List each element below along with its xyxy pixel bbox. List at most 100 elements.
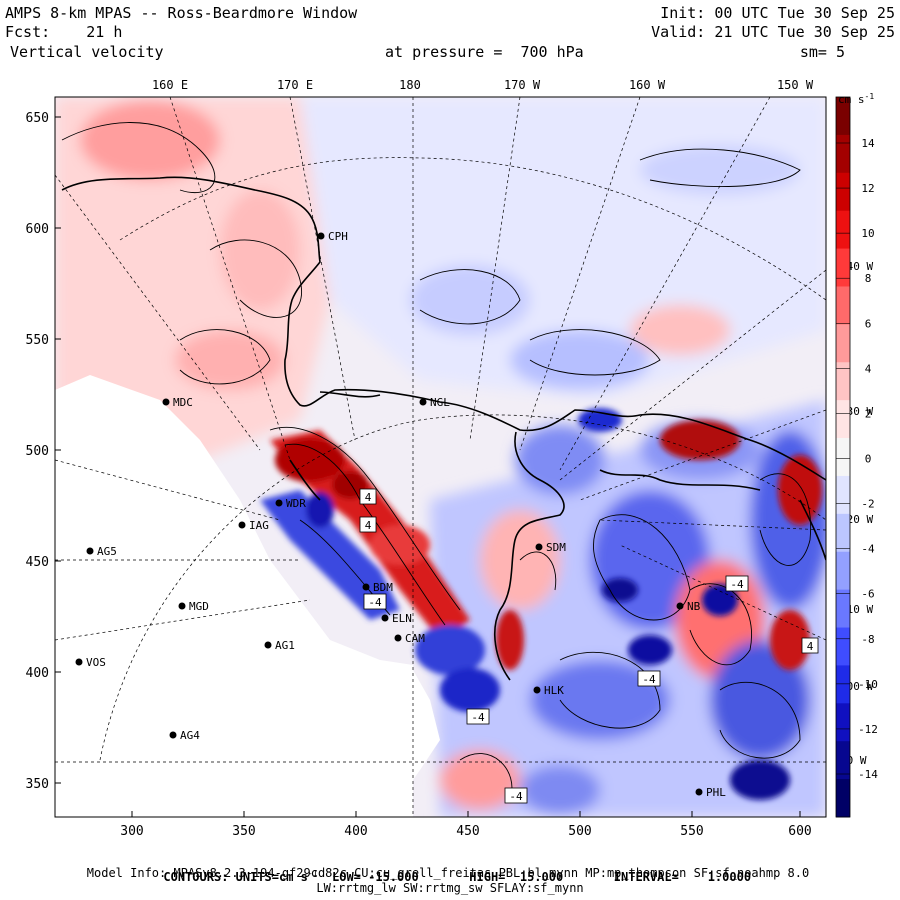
colorbar-swatch bbox=[836, 589, 850, 629]
footer-model-info: Model Info: MPASv8.2.3-194-gf29cd82c CU:… bbox=[86, 866, 810, 880]
colorbar-label: 0 bbox=[865, 453, 872, 466]
top-longitude-label: 150 W bbox=[777, 78, 814, 92]
footer-radiation-info: LW:rrtmg_lw SW:rrtmg_sw SFLAY:sf_mynn bbox=[316, 881, 584, 895]
colorbar: 14 12 10 8 6 4 2 0 -2 -4 -6 -8 -10 -12 -14 bbox=[835, 96, 878, 818]
station-marker bbox=[238, 521, 246, 529]
station-label: NGL bbox=[430, 396, 450, 409]
station-label: HLK bbox=[544, 684, 564, 697]
x-tick-label: 350 bbox=[232, 824, 255, 839]
map-frame bbox=[54, 96, 827, 818]
station-marker bbox=[394, 634, 402, 642]
map-field bbox=[55, 97, 826, 817]
station-label: MGD bbox=[189, 600, 209, 613]
station-marker bbox=[362, 583, 370, 591]
station-marker bbox=[162, 398, 170, 406]
colorbar-frame bbox=[835, 96, 851, 818]
station-marker bbox=[275, 499, 283, 507]
station-marker bbox=[381, 614, 389, 622]
colorbar-label: -12 bbox=[858, 723, 878, 736]
top-longitude-label: 180 bbox=[399, 78, 421, 92]
y-tick-label: 350 bbox=[26, 777, 49, 792]
y-tick-label: 450 bbox=[26, 555, 49, 570]
station-marker bbox=[75, 658, 83, 666]
x-tick-label: 500 bbox=[568, 824, 591, 839]
station-label: AG4 bbox=[180, 729, 200, 742]
colorbar-swatch bbox=[836, 551, 850, 591]
valid-time: Valid: 21 UTC Tue 30 Sep 25 bbox=[651, 23, 895, 41]
colorbar-swatch bbox=[836, 286, 850, 325]
contour-label: 4 bbox=[807, 640, 814, 653]
colorbar-swatch bbox=[836, 324, 850, 363]
colorbar-swatch bbox=[836, 741, 850, 780]
colorbar-swatch bbox=[836, 703, 850, 742]
station-label: AG1 bbox=[275, 639, 295, 652]
station-label: SDM bbox=[546, 541, 566, 554]
top-longitude-label: 160 E bbox=[152, 78, 188, 92]
contour-label: -4 bbox=[509, 790, 523, 803]
colorbar-label: 8 bbox=[865, 272, 872, 285]
colorbar-label: 10 bbox=[861, 227, 874, 240]
colorbar-swatch bbox=[836, 513, 850, 553]
contour-label: -4 bbox=[642, 673, 656, 686]
colorbar-label: 4 bbox=[865, 362, 872, 375]
colorbar-swatch bbox=[836, 172, 850, 212]
contour-label-box bbox=[466, 708, 490, 725]
contour-label-box bbox=[801, 637, 819, 654]
smoothing: sm= 5 bbox=[799, 43, 845, 61]
station-label: NB bbox=[687, 600, 701, 613]
station-label: PHL bbox=[706, 786, 726, 799]
station-marker bbox=[86, 547, 94, 555]
init-time: Init: 00 UTC Tue 30 Sep 25 bbox=[660, 4, 895, 22]
station-label: CAM bbox=[405, 632, 425, 645]
station-marker bbox=[169, 731, 177, 739]
station-marker bbox=[676, 602, 684, 610]
colorbar-label: -8 bbox=[861, 633, 874, 646]
forecast-hour: Fcst: 21 h bbox=[5, 23, 123, 41]
pressure-level: at pressure = 700 hPa bbox=[385, 43, 584, 61]
station-label: VOS bbox=[86, 656, 106, 669]
colorbar-label: -14 bbox=[858, 768, 878, 781]
colorbar-swatch bbox=[836, 134, 850, 174]
contour-label: 4 bbox=[365, 519, 372, 532]
top-longitude-label: 170 E bbox=[277, 78, 313, 92]
colorbar-swatch bbox=[836, 400, 850, 439]
contour-label: -4 bbox=[730, 578, 744, 591]
station-label: BDM bbox=[373, 581, 393, 594]
colorbar-swatch bbox=[836, 362, 850, 401]
station-label: WDR bbox=[286, 497, 306, 510]
y-tick-label: 500 bbox=[26, 444, 49, 459]
colorbar-swatch bbox=[836, 438, 850, 477]
top-longitude-label: 170 W bbox=[504, 78, 541, 92]
x-tick-label: 600 bbox=[788, 824, 811, 839]
station-marker bbox=[695, 788, 703, 796]
station-marker bbox=[419, 398, 427, 406]
contour-label-box bbox=[504, 787, 528, 804]
contour-label-box bbox=[359, 488, 377, 505]
station-label: ELN bbox=[392, 612, 412, 625]
station-marker bbox=[317, 232, 325, 240]
x-tick-label: 450 bbox=[456, 824, 479, 839]
colorbar-label: -2 bbox=[861, 498, 874, 511]
colorbar-swatch bbox=[836, 779, 850, 818]
colorbar-label: -10 bbox=[858, 678, 878, 691]
y-tick-label: 650 bbox=[26, 111, 49, 126]
station-marker bbox=[535, 543, 543, 551]
footer-contours: CONTOURS: UNITS=cm s-1 LOW= -15.000 HIGH… bbox=[163, 869, 752, 884]
field-name: Vertical velocity bbox=[10, 43, 164, 61]
station-label: CPH bbox=[328, 230, 348, 243]
station-marker bbox=[178, 602, 186, 610]
colorbar-swatch bbox=[836, 248, 850, 287]
contour-label: 4 bbox=[365, 491, 372, 504]
colorbar-swatch bbox=[836, 665, 850, 704]
top-longitude-label: 160 W bbox=[629, 78, 666, 92]
station-marker bbox=[533, 686, 541, 694]
y-tick-label: 550 bbox=[26, 333, 49, 348]
colorbar-swatch bbox=[836, 627, 850, 666]
colorbar-swatch bbox=[836, 97, 850, 136]
x-tick-label: 550 bbox=[680, 824, 703, 839]
map-figure: CPH MDC NGL WDR IAG AG5 SDM BDM MGD ELN CAM AG1 VOS H… bbox=[26, 78, 879, 839]
contour-label-box bbox=[637, 670, 661, 687]
colorbar-label: 14 bbox=[861, 137, 875, 150]
x-tick-label: 300 bbox=[120, 824, 143, 839]
title-model: AMPS 8-km MPAS -- Ross-Beardmore Window bbox=[5, 4, 358, 22]
